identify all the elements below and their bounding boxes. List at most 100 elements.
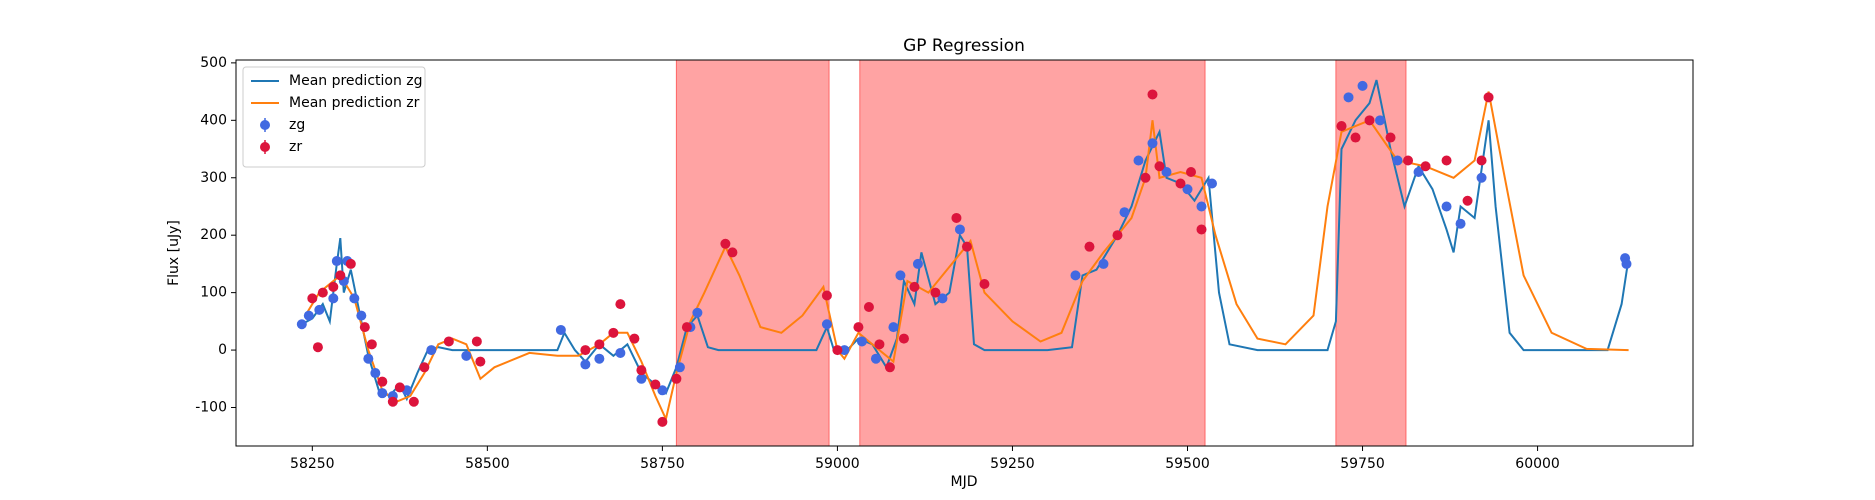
data-point	[387, 396, 398, 407]
x-tick-label: 59750	[1340, 456, 1385, 472]
data-point	[1112, 230, 1123, 241]
data-point	[821, 290, 832, 301]
data-point	[856, 336, 867, 347]
data-point	[863, 301, 874, 312]
legend-label: zg	[289, 117, 305, 133]
y-axis-label: Flux [uJy]	[166, 220, 182, 286]
shaded-region	[675, 60, 830, 446]
data-point	[1154, 161, 1165, 172]
data-point	[377, 388, 388, 399]
chart-title: GP Regression	[903, 36, 1025, 56]
data-point	[1119, 207, 1130, 218]
data-point	[312, 342, 323, 353]
data-point	[1403, 155, 1414, 166]
data-point	[888, 322, 899, 333]
data-point	[419, 362, 430, 373]
data-point	[1385, 132, 1396, 143]
legend-label: Mean prediction zg	[289, 73, 423, 89]
x-tick-label: 59000	[815, 456, 860, 472]
data-point	[307, 293, 318, 304]
data-point	[930, 287, 941, 298]
data-point	[328, 281, 339, 292]
data-point	[1147, 89, 1158, 100]
x-tick-label: 60000	[1515, 456, 1560, 472]
data-point	[555, 324, 566, 335]
data-point	[461, 350, 472, 361]
data-point	[720, 238, 731, 249]
data-point	[1441, 201, 1452, 212]
data-point	[898, 333, 909, 344]
data-point	[394, 382, 405, 393]
data-point	[1182, 184, 1193, 195]
data-point	[1196, 224, 1207, 235]
x-axis-label: MJD	[951, 474, 978, 490]
mean-prediction-line	[304, 91, 1629, 423]
data-point	[335, 270, 346, 281]
axes-frame	[235, 59, 1694, 447]
data-point	[594, 339, 605, 350]
data-point	[636, 365, 647, 376]
y-tick-label: 500	[200, 55, 227, 71]
data-point	[657, 385, 668, 396]
data-point	[608, 327, 619, 338]
legend-label: zr	[289, 139, 302, 155]
data-point	[615, 347, 626, 358]
y-tick-label: 0	[218, 342, 227, 358]
data-point	[615, 299, 626, 310]
data-point	[674, 362, 685, 373]
data-point	[1455, 218, 1466, 229]
data-point	[951, 212, 962, 223]
data-point	[1175, 178, 1186, 189]
legend: Mean prediction zg Mean prediction zr zg zr	[242, 66, 426, 168]
data-point	[303, 310, 314, 321]
y-tick-label: -100	[195, 400, 227, 416]
legend-label: Mean prediction zr	[289, 95, 420, 111]
data-point	[1070, 270, 1081, 281]
data-point	[296, 319, 307, 330]
data-point	[821, 319, 832, 330]
data-point	[366, 339, 377, 350]
data-point	[1483, 92, 1494, 103]
data-point	[314, 304, 325, 315]
data-point	[408, 396, 419, 407]
data-point	[317, 287, 328, 298]
data-point	[629, 333, 640, 344]
data-point	[1343, 92, 1354, 103]
data-point	[961, 241, 972, 252]
legend-box	[242, 66, 426, 168]
data-point	[370, 368, 381, 379]
data-point	[359, 322, 370, 333]
data-point	[331, 256, 342, 267]
data-point	[1350, 132, 1361, 143]
x-tick-label: 59250	[990, 456, 1035, 472]
data-point	[636, 373, 647, 384]
data-point	[681, 322, 692, 333]
data-point	[580, 345, 591, 356]
data-point	[1476, 155, 1487, 166]
data-point	[1185, 167, 1196, 178]
data-point	[356, 310, 367, 321]
x-tick-label: 59500	[1165, 456, 1210, 472]
data-point	[657, 416, 668, 427]
legend-swatch	[260, 142, 270, 152]
data-point	[839, 345, 850, 356]
data-point	[328, 293, 339, 304]
data-point	[727, 247, 738, 258]
data-point	[1375, 115, 1386, 126]
data-point	[954, 224, 965, 235]
data-point	[853, 322, 864, 333]
data-point	[1133, 155, 1144, 166]
data-point	[979, 279, 990, 290]
data-point	[426, 345, 437, 356]
data-point	[884, 362, 895, 373]
x-tick-label: 58500	[465, 456, 510, 472]
data-point	[1098, 258, 1109, 269]
plot-area	[296, 60, 1632, 446]
data-point	[1413, 167, 1424, 178]
data-point	[912, 258, 923, 269]
data-point	[1420, 161, 1431, 172]
data-point	[1441, 155, 1452, 166]
data-point	[909, 281, 920, 292]
